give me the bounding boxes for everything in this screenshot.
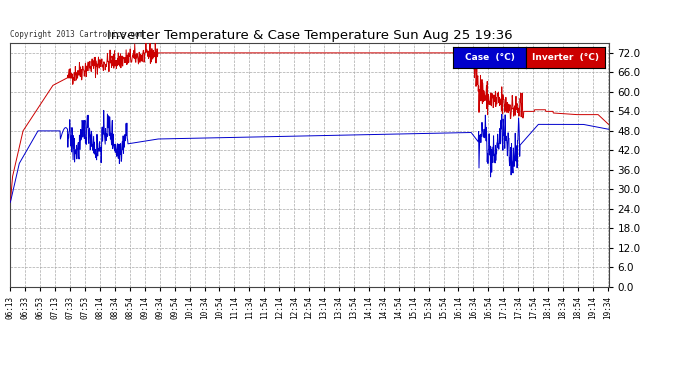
Text: Inverter  (°C): Inverter (°C) — [532, 53, 599, 62]
Title: Inverter Temperature & Case Temperature Sun Aug 25 19:36: Inverter Temperature & Case Temperature … — [107, 29, 512, 42]
Text: Copyright 2013 Cartronics.com: Copyright 2013 Cartronics.com — [10, 30, 144, 39]
Text: Case  (°C): Case (°C) — [464, 53, 515, 62]
